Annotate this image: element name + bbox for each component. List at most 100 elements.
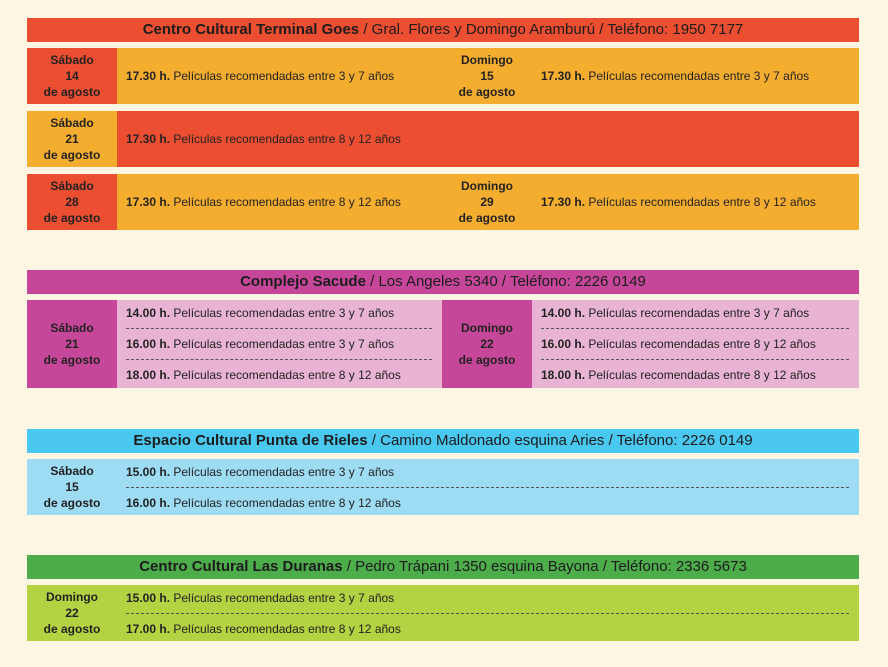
day-line: Sábado <box>50 53 94 67</box>
day-line: de agosto <box>43 622 101 636</box>
day-line: 22 <box>480 337 494 351</box>
venue-name: Complejo Sacude <box>240 273 366 290</box>
venue-header: Centro Cultural Terminal Goes / Gral. Fl… <box>27 18 859 42</box>
venue-details: / Pedro Trápani 1350 esquina Bayona / Te… <box>342 558 747 575</box>
venue-section: Centro Cultural Terminal Goes / Gral. Fl… <box>27 18 859 230</box>
showtime-entry: 14.00 h. Películas recomendadas entre 3 … <box>126 305 442 321</box>
day-label: Sábado 14 de agosto <box>27 48 117 104</box>
venue-section: Espacio Cultural Punta de Rieles / Camin… <box>27 429 859 515</box>
showtime-description: Películas recomendadas entre 8 y 12 años <box>170 368 401 382</box>
day-line: Sábado <box>50 179 94 193</box>
day-line: de agosto <box>43 496 101 510</box>
showtime-entry: 17.30 h. Películas recomendadas entre 8 … <box>541 194 859 210</box>
showtime-entry: 17.30 h. Películas recomendadas entre 8 … <box>126 131 859 147</box>
showtime-entry: 15.00 h. Películas recomendadas entre 3 … <box>126 590 859 606</box>
showtime-time: 17.30 h. <box>126 69 171 83</box>
showtime-entry: 14.00 h. Películas recomendadas entre 3 … <box>541 305 859 321</box>
day-line: Domingo <box>461 321 513 335</box>
day-label: Sábado 21 de agosto <box>27 300 117 388</box>
venue-header: Espacio Cultural Punta de Rieles / Camin… <box>27 429 859 453</box>
showtime-time: 14.00 h. <box>541 306 586 320</box>
day-label: Domingo 29 de agosto <box>442 174 532 230</box>
showtime-description: Películas recomendadas entre 8 y 12 años <box>170 132 401 146</box>
venue-details: / Los Angeles 5340 / Teléfono: 2226 0149 <box>365 273 646 290</box>
showtime-entry: 18.00 h. Películas recomendadas entre 8 … <box>541 367 859 383</box>
showtime-entry: 16.00 h. Películas recomendadas entre 8 … <box>541 336 859 352</box>
showtimes: 17.30 h. Películas recomendadas entre 3 … <box>117 48 442 104</box>
venue-details: / Camino Maldonado esquina Aries / Teléf… <box>367 432 753 449</box>
dashed-divider <box>126 486 849 488</box>
schedule-row: Sábado 21 de agosto 14.00 h. Películas reco… <box>27 300 859 388</box>
showtime-time: 18.00 h. <box>126 368 171 382</box>
day-label: Sábado 21 de agosto <box>27 111 117 167</box>
showtime-entry: 17.30 h. Películas recomendadas entre 3 … <box>541 68 859 84</box>
showtime-description: Películas recomendadas entre 3 y 7 años <box>170 69 395 83</box>
showtime-time: 15.00 h. <box>126 590 171 605</box>
venue-name: Espacio Cultural Punta de Rieles <box>133 432 368 449</box>
day-line: 15 <box>480 69 494 83</box>
showtime-description: Películas recomendadas entre 8 y 12 años <box>170 621 401 636</box>
dashed-divider <box>126 328 432 329</box>
showtime-description: Películas recomendadas entre 8 y 12 años <box>585 368 816 382</box>
showtime-description: Películas recomendadas entre 3 y 7 años <box>170 464 395 479</box>
schedule-row: Domingo 22 de agosto 15.00 h. Películas rec… <box>27 585 859 641</box>
dashed-divider <box>126 359 432 360</box>
showtimes: 14.00 h. Películas recomendadas entre 3 … <box>532 300 859 388</box>
schedule-row: Sábado 14 de agosto 17.30 h. Películas reco… <box>27 48 859 104</box>
day-line: 22 <box>65 606 79 620</box>
day-label: Domingo 22 de agosto <box>27 585 117 641</box>
showtime-time: 15.00 h. <box>126 464 171 479</box>
day-line: de agosto <box>458 85 516 99</box>
day-line: de agosto <box>458 211 516 225</box>
showtime-time: 16.00 h. <box>126 495 171 510</box>
showtime-description: Películas recomendadas entre 8 y 12 años <box>585 195 816 209</box>
day-label: Sábado 28 de agosto <box>27 174 117 230</box>
showtime-time: 17.30 h. <box>126 132 171 146</box>
showtime-entry: 17.00 h. Películas recomendadas entre 8 … <box>126 621 859 637</box>
day-line: Sábado <box>50 116 94 130</box>
showtime-entry: 15.00 h. Películas recomendadas entre 3 … <box>126 464 859 480</box>
day-line: 21 <box>65 132 79 146</box>
showtime-description: Películas recomendadas entre 3 y 7 años <box>585 306 810 320</box>
showtime-time: 17.30 h. <box>541 69 586 83</box>
venue-name: Centro Cultural Las Duranas <box>139 558 343 575</box>
day-line: 14 <box>65 69 79 83</box>
showtime-description: Películas recomendadas entre 8 y 12 años <box>170 495 401 510</box>
day-line: 28 <box>65 195 79 209</box>
showtimes: 17.30 h. Películas recomendadas entre 8 … <box>117 111 859 167</box>
showtime-description: Películas recomendadas entre 3 y 7 años <box>585 69 810 83</box>
day-line: de agosto <box>43 85 101 99</box>
dashed-divider <box>126 612 849 614</box>
day-line: 21 <box>65 337 79 351</box>
day-label: Domingo 22 de agosto <box>442 300 532 388</box>
venue-name: Centro Cultural Terminal Goes <box>142 21 360 38</box>
venue-section: Centro Cultural Las Duranas / Pedro Tráp… <box>27 555 859 641</box>
showtimes: 15.00 h. Películas recomendadas entre 3 … <box>117 585 859 641</box>
showtime-time: 14.00 h. <box>126 306 171 320</box>
day-label: Domingo 15 de agosto <box>442 48 532 104</box>
day-line: de agosto <box>43 211 101 225</box>
showtime-description: Películas recomendadas entre 8 y 12 años <box>585 337 816 351</box>
showtime-time: 16.00 h. <box>541 337 586 351</box>
schedule-row: Sábado 28 de agosto 17.30 h. Películas reco… <box>27 174 859 230</box>
showtime-description: Películas recomendadas entre 8 y 12 años <box>170 195 401 209</box>
day-line: de agosto <box>458 353 516 367</box>
venue-section: Complejo Sacude / Los Angeles 5340 / Tel… <box>27 270 859 388</box>
venue-details: / Gral. Flores y Domingo Aramburú / Telé… <box>359 21 744 38</box>
day-line: Domingo <box>461 179 513 193</box>
day-label: Sábado 15 de agosto <box>27 459 117 515</box>
showtime-time: 17.00 h. <box>126 621 171 636</box>
showtime-description: Películas recomendadas entre 3 y 7 años <box>170 306 395 320</box>
day-line: Domingo <box>46 590 98 604</box>
showtime-entry: 16.00 h. Películas recomendadas entre 3 … <box>126 336 442 352</box>
showtime-time: 18.00 h. <box>541 368 586 382</box>
schedule-row: Sábado 15 de agosto 15.00 h. Películas reco… <box>27 459 859 515</box>
showtime-entry: 18.00 h. Películas recomendadas entre 8 … <box>126 367 442 383</box>
day-line: Sábado <box>50 321 94 335</box>
showtimes: 17.30 h. Películas recomendadas entre 8 … <box>117 174 442 230</box>
day-line: 15 <box>65 480 79 494</box>
showtimes: 17.30 h. Películas recomendadas entre 3 … <box>532 48 859 104</box>
schedule-row: Sábado 21 de agosto 17.30 h. Películas reco… <box>27 111 859 167</box>
showtimes: 17.30 h. Películas recomendadas entre 8 … <box>532 174 859 230</box>
showtime-time: 16.00 h. <box>126 337 171 351</box>
